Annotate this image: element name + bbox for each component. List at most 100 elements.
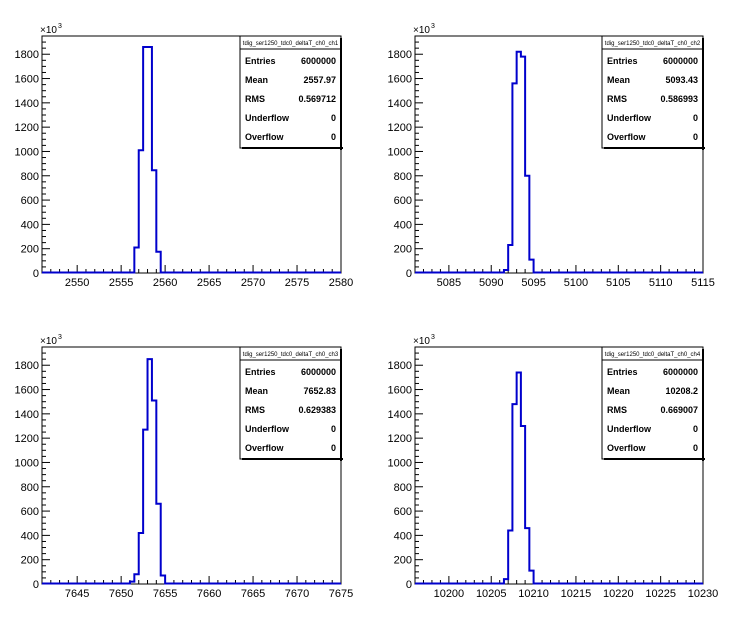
y-tick-label: 1400 bbox=[388, 409, 412, 421]
y-multiplier-exponent: 3 bbox=[431, 334, 435, 341]
stats-title: tdig_ser1250_tdc0_deltaT_ch0_ch2 bbox=[605, 41, 701, 47]
x-tick-label: 10225 bbox=[645, 588, 676, 600]
y-tick-label: 1600 bbox=[388, 74, 412, 86]
x-tick-label: 5090 bbox=[479, 277, 503, 289]
y-multiplier-exponent: 3 bbox=[58, 334, 62, 341]
stat-key: Overflow bbox=[245, 132, 285, 142]
stat-key: Mean bbox=[607, 386, 630, 396]
x-tick-label: 5115 bbox=[691, 277, 715, 289]
x-tick-label: 7675 bbox=[329, 588, 353, 600]
y-tick-label: 1200 bbox=[388, 433, 412, 445]
stat-value: 10208.2 bbox=[665, 386, 698, 396]
y-tick-label: 1000 bbox=[15, 457, 39, 469]
x-tick-label: 10220 bbox=[603, 588, 634, 600]
stat-key: RMS bbox=[245, 94, 265, 104]
y-tick-label: 1800 bbox=[15, 360, 39, 372]
y-tick-label: 600 bbox=[21, 195, 39, 207]
x-tick-label: 10215 bbox=[561, 588, 592, 600]
stat-value: 5093.43 bbox=[665, 75, 698, 85]
y-tick-label: 1800 bbox=[388, 49, 412, 61]
stat-key: Mean bbox=[245, 386, 268, 396]
y-tick-label: 600 bbox=[394, 195, 412, 207]
stat-value: 0 bbox=[331, 424, 336, 434]
stats-shadow-right bbox=[702, 38, 704, 150]
y-tick-label: 600 bbox=[21, 506, 39, 518]
y-multiplier: ×10 bbox=[413, 336, 430, 347]
stat-value: 0.629383 bbox=[298, 405, 336, 415]
y-tick-label: 1000 bbox=[388, 457, 412, 469]
y-tick-label: 200 bbox=[21, 244, 39, 256]
y-multiplier: ×10 bbox=[413, 25, 430, 36]
y-multiplier: ×10 bbox=[40, 25, 57, 36]
y-tick-label: 800 bbox=[394, 171, 412, 183]
stats-shadow-right bbox=[340, 38, 342, 150]
stat-value: 6000000 bbox=[663, 367, 698, 377]
stat-value: 0.569712 bbox=[298, 94, 336, 104]
y-tick-label: 1000 bbox=[15, 146, 39, 158]
x-tick-label: 5085 bbox=[437, 277, 461, 289]
y-tick-label: 200 bbox=[21, 555, 39, 567]
histogram-pad: 7645 7650 7655 7660 7665 7670 7675 0 200 400 600 80… bbox=[15, 334, 354, 600]
stats-frame bbox=[601, 346, 704, 460]
stats-frame bbox=[239, 35, 342, 149]
y-tick-label: 1200 bbox=[388, 122, 412, 134]
stat-value: 0 bbox=[693, 132, 698, 142]
y-tick-label: 1400 bbox=[388, 98, 412, 110]
stat-key: RMS bbox=[607, 405, 627, 415]
stat-value: 0 bbox=[693, 443, 698, 453]
y-tick-label: 600 bbox=[394, 506, 412, 518]
stat-key: RMS bbox=[607, 94, 627, 104]
y-tick-label: 1800 bbox=[15, 49, 39, 61]
y-tick-label: 200 bbox=[394, 555, 412, 567]
x-tick-label: 5095 bbox=[521, 277, 545, 289]
y-tick-label: 400 bbox=[21, 219, 39, 231]
y-tick-label: 1000 bbox=[388, 146, 412, 158]
stats-frame bbox=[601, 35, 704, 149]
x-tick-label: 7645 bbox=[65, 588, 89, 600]
y-tick-label: 0 bbox=[406, 268, 412, 280]
y-tick-label: 1200 bbox=[15, 122, 39, 134]
stat-key: Underflow bbox=[245, 113, 290, 123]
stats-title: tdig_ser1250_tdc0_deltaT_ch0_ch1 bbox=[243, 41, 339, 47]
y-tick-label: 0 bbox=[33, 579, 39, 591]
histogram-line bbox=[415, 371, 703, 585]
stats-shadow-right bbox=[702, 349, 704, 461]
x-tick-label: 7660 bbox=[197, 588, 221, 600]
stat-key: Mean bbox=[607, 75, 630, 85]
stats-box: tdig_ser1250_tdc0_deltaT_ch0_ch2 Entries 6… bbox=[601, 35, 705, 150]
x-tick-label: 7665 bbox=[241, 588, 265, 600]
y-tick-label: 800 bbox=[21, 482, 39, 494]
stat-value: 0 bbox=[693, 113, 698, 123]
x-tick-label: 10200 bbox=[434, 588, 465, 600]
histogram-bin bbox=[143, 47, 152, 273]
x-tick-label: 10230 bbox=[688, 588, 719, 600]
stat-value: 0 bbox=[693, 424, 698, 434]
y-multiplier-exponent: 3 bbox=[58, 23, 62, 30]
stat-key: Overflow bbox=[607, 443, 647, 453]
histogram-line bbox=[42, 358, 341, 585]
stats-title: tdig_ser1250_tdc0_deltaT_ch0_ch4 bbox=[605, 352, 701, 358]
stat-value: 0 bbox=[331, 113, 336, 123]
x-tick-label: 2575 bbox=[285, 277, 309, 289]
x-tick-label: 7655 bbox=[153, 588, 177, 600]
y-tick-label: 1400 bbox=[15, 98, 39, 110]
stat-value: 6000000 bbox=[663, 56, 698, 66]
stat-value: 0 bbox=[331, 443, 336, 453]
x-tick-label: 7670 bbox=[285, 588, 309, 600]
stat-key: Entries bbox=[245, 367, 276, 377]
y-tick-label: 400 bbox=[21, 530, 39, 542]
stat-key: Mean bbox=[245, 75, 268, 85]
x-tick-label: 2570 bbox=[241, 277, 265, 289]
stat-value: 7652.83 bbox=[303, 386, 336, 396]
histogram-line bbox=[42, 45, 341, 274]
y-tick-label: 800 bbox=[21, 171, 39, 183]
y-tick-label: 400 bbox=[394, 530, 412, 542]
stat-key: Underflow bbox=[245, 424, 290, 434]
stats-box: tdig_ser1250_tdc0_deltaT_ch0_ch3 Entries 6… bbox=[239, 346, 343, 461]
x-tick-label: 2550 bbox=[65, 277, 89, 289]
stats-shadow-bottom bbox=[242, 458, 343, 460]
stats-title: tdig_ser1250_tdc0_deltaT_ch0_ch3 bbox=[243, 352, 339, 358]
stats-box: tdig_ser1250_tdc0_deltaT_ch0_ch4 Entries 6… bbox=[601, 346, 705, 461]
y-tick-label: 1800 bbox=[388, 360, 412, 372]
stats-shadow-right bbox=[340, 349, 342, 461]
